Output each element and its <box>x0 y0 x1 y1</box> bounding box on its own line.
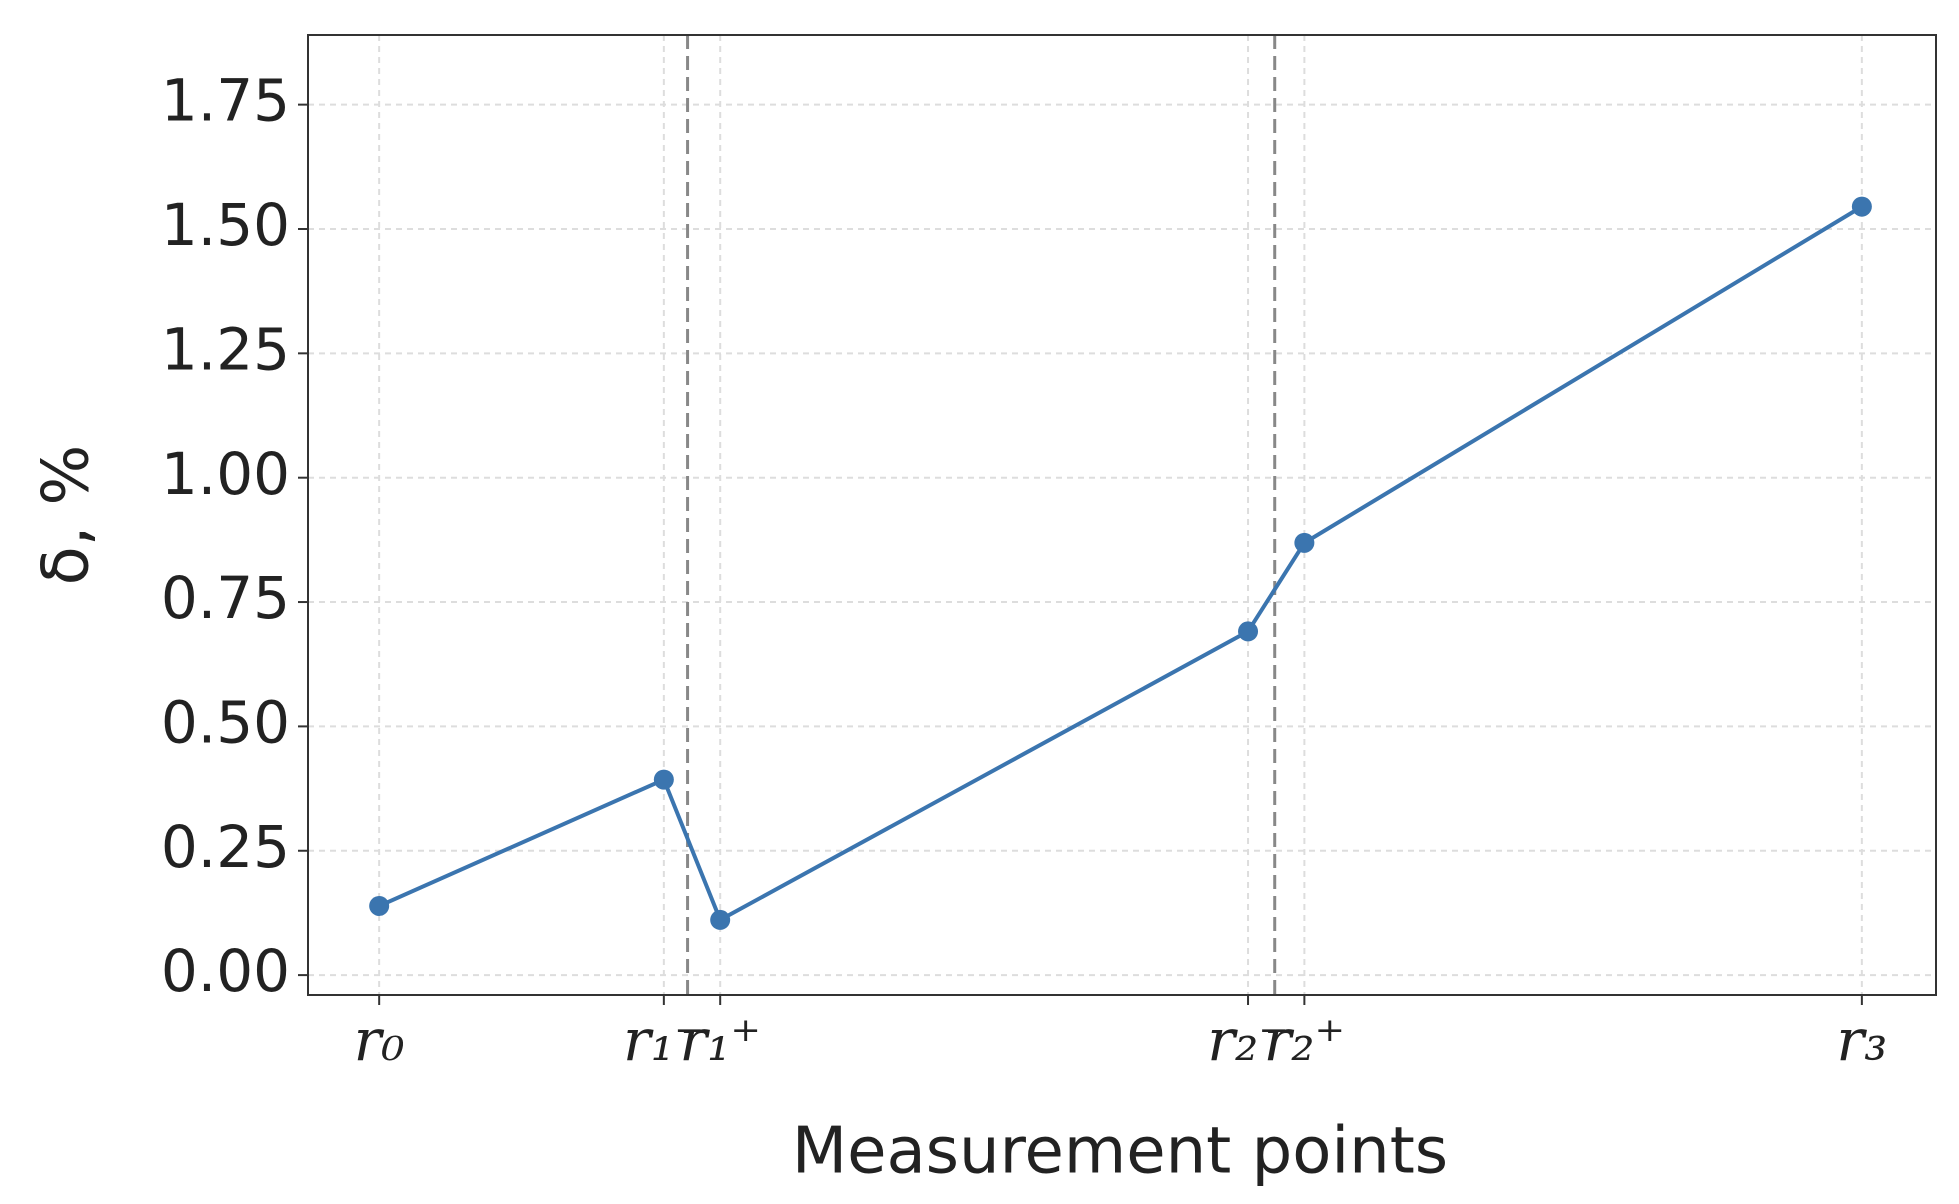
y-tick-label: 0.75 <box>161 564 290 632</box>
y-tick-label: 1.00 <box>161 440 290 508</box>
y-tick-label: 1.50 <box>161 191 290 259</box>
data-point <box>653 769 674 790</box>
data-point <box>1238 621 1259 642</box>
x-tick-label: r₃ <box>1836 1006 1887 1074</box>
x-tick-label: r₁⁺ <box>679 1006 761 1074</box>
plot-frame <box>307 34 1937 996</box>
data-point <box>1294 532 1315 553</box>
y-tick-label: 1.75 <box>161 67 290 135</box>
y-axis-label: δ, % <box>30 445 104 586</box>
x-tick-label: r₀ <box>354 1006 405 1074</box>
data-line <box>378 204 1863 923</box>
y-tick-label: 0.50 <box>161 689 290 757</box>
x-axis-label: Measurement points <box>792 1115 1448 1189</box>
x-tick-label: r₂⁺ <box>1264 1006 1346 1074</box>
x-tick-label: r₂⁻ <box>1207 1006 1289 1074</box>
data-point <box>1851 196 1872 217</box>
data-point <box>710 909 731 930</box>
y-tick-label: 1.25 <box>161 315 290 383</box>
x-tick-label: r₁⁻ <box>623 1006 705 1074</box>
y-tick-label: 0.00 <box>161 937 290 1005</box>
y-tick-label: 0.25 <box>161 813 290 881</box>
data-point <box>369 895 390 916</box>
